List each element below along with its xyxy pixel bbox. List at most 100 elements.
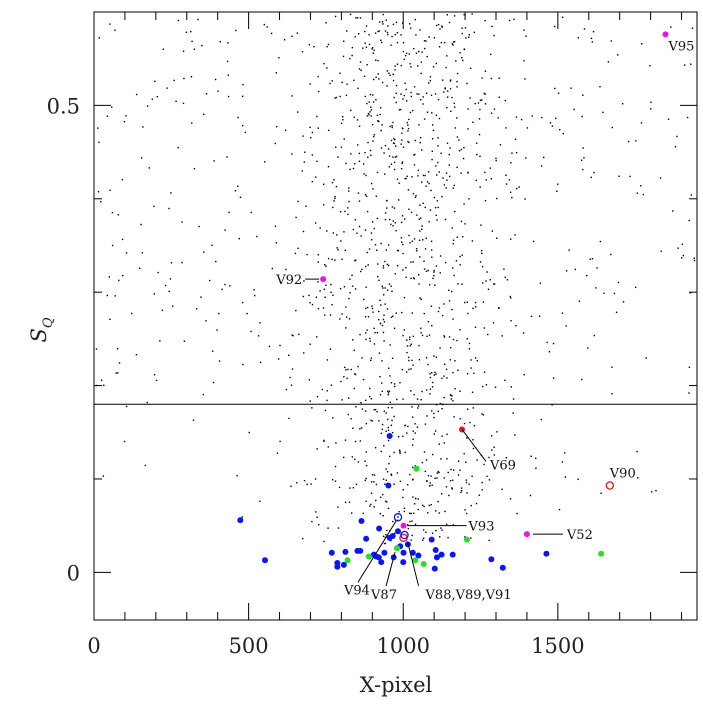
field-star-point <box>390 539 392 542</box>
field-star-point <box>445 523 448 526</box>
field-star-point <box>151 98 154 100</box>
field-star-point <box>445 486 448 488</box>
field-star-point <box>384 260 386 263</box>
field-star-point <box>398 510 400 513</box>
field-star-point <box>383 173 386 175</box>
field-star-point <box>387 392 390 394</box>
field-star-point <box>315 511 317 513</box>
field-star-point <box>465 37 467 39</box>
field-star-point <box>428 36 430 38</box>
field-star-point <box>371 473 374 476</box>
field-star-point <box>435 529 437 532</box>
field-star-point <box>275 242 278 244</box>
field-star-point <box>335 185 338 188</box>
field-star-point <box>334 465 337 468</box>
field-star-point <box>291 368 294 370</box>
field-star-point <box>407 130 409 132</box>
field-star-point <box>217 90 219 92</box>
field-star-point <box>236 475 238 477</box>
field-star-point <box>445 172 448 174</box>
field-star-point <box>484 103 487 105</box>
field-star-point <box>456 72 459 75</box>
field-star-point <box>339 72 341 74</box>
leader-line <box>461 429 487 462</box>
field-star-point <box>443 184 446 186</box>
field-star-point <box>383 152 385 154</box>
field-star-point <box>359 270 362 273</box>
field-star-point <box>323 440 325 442</box>
field-star-point <box>276 452 279 454</box>
field-star-point <box>378 318 380 321</box>
field-star-point <box>556 190 558 192</box>
field-star-point <box>263 23 266 26</box>
field-star-point <box>475 142 478 144</box>
field-star-point <box>499 144 502 146</box>
field-star-point <box>551 125 554 127</box>
field-star-point <box>422 96 424 98</box>
field-star-point <box>483 463 485 466</box>
field-star-point <box>399 450 401 453</box>
field-star-point <box>425 185 427 187</box>
field-star-point <box>440 458 442 460</box>
field-star-point <box>123 440 126 443</box>
field-star-point <box>365 422 368 425</box>
field-star-point <box>426 415 428 417</box>
field-star-point <box>456 117 458 119</box>
field-star-point <box>645 357 647 359</box>
field-star-point <box>182 50 185 52</box>
field-star-point <box>480 224 482 226</box>
field-star-point <box>402 252 404 255</box>
field-star-point <box>433 269 435 272</box>
field-star-point <box>426 181 429 183</box>
field-star-point <box>337 527 340 529</box>
field-star-point <box>364 460 366 462</box>
field-star-point <box>390 424 393 427</box>
field-star-point <box>411 520 413 522</box>
field-star-point <box>326 359 329 361</box>
field-star-point <box>391 124 393 127</box>
field-star-point <box>349 278 351 280</box>
field-star-point <box>384 218 387 221</box>
field-star-point <box>415 52 418 54</box>
field-star-point <box>123 121 126 123</box>
field-star-point <box>425 459 428 461</box>
field-star-point <box>484 19 486 22</box>
field-star-point <box>379 394 382 396</box>
field-star-point <box>401 127 404 129</box>
field-star-point <box>372 221 374 223</box>
field-star-point <box>593 334 595 337</box>
field-star-point <box>611 366 613 368</box>
field-star-point <box>514 434 516 436</box>
field-star-point <box>366 251 368 254</box>
field-star-point <box>366 306 369 309</box>
field-star-point <box>457 369 459 371</box>
field-star-point <box>453 416 455 418</box>
field-star-point <box>366 329 368 331</box>
blue-point <box>378 559 385 566</box>
field-star-point <box>650 108 652 110</box>
field-star-point <box>256 235 258 238</box>
field-star-point <box>341 116 344 118</box>
field-star-point <box>437 137 439 139</box>
field-star-point <box>441 314 444 317</box>
field-star-point <box>388 166 391 168</box>
field-star-point <box>518 186 520 188</box>
field-star-point <box>365 46 368 48</box>
field-star-point <box>401 311 403 314</box>
field-star-point <box>385 533 387 536</box>
field-star-point <box>350 418 352 420</box>
field-star-point <box>429 373 431 375</box>
field-star-point <box>674 145 677 148</box>
field-star-point <box>408 336 411 338</box>
field-star-point <box>218 360 221 362</box>
field-star-point <box>344 210 346 213</box>
field-star-point <box>433 271 435 273</box>
field-star-point <box>463 203 465 205</box>
field-star-point <box>474 102 477 105</box>
field-star-point <box>600 492 602 494</box>
field-star-point <box>317 75 319 78</box>
field-star-point <box>413 86 416 88</box>
field-star-point <box>497 117 499 119</box>
field-star-point <box>464 536 466 538</box>
field-star-point <box>592 30 595 33</box>
